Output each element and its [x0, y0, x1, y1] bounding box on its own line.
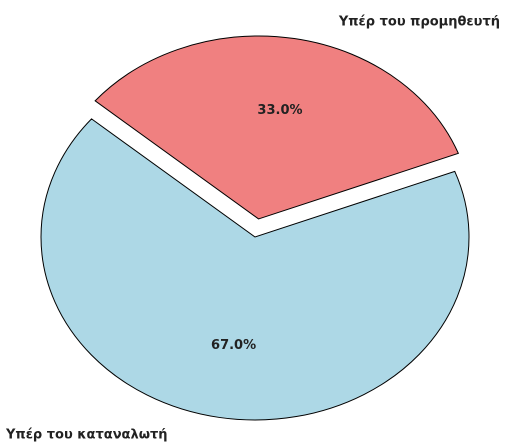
pie-slice — [40, 118, 470, 421]
slice-label: Υπέρ του προμηθευτή — [338, 15, 500, 30]
pie-slice — [94, 35, 460, 220]
percent-label: 33.0% — [257, 103, 302, 118]
percent-label: 67.0% — [211, 338, 256, 353]
slice-label: Υπέρ του καταναλωτή — [5, 428, 168, 443]
